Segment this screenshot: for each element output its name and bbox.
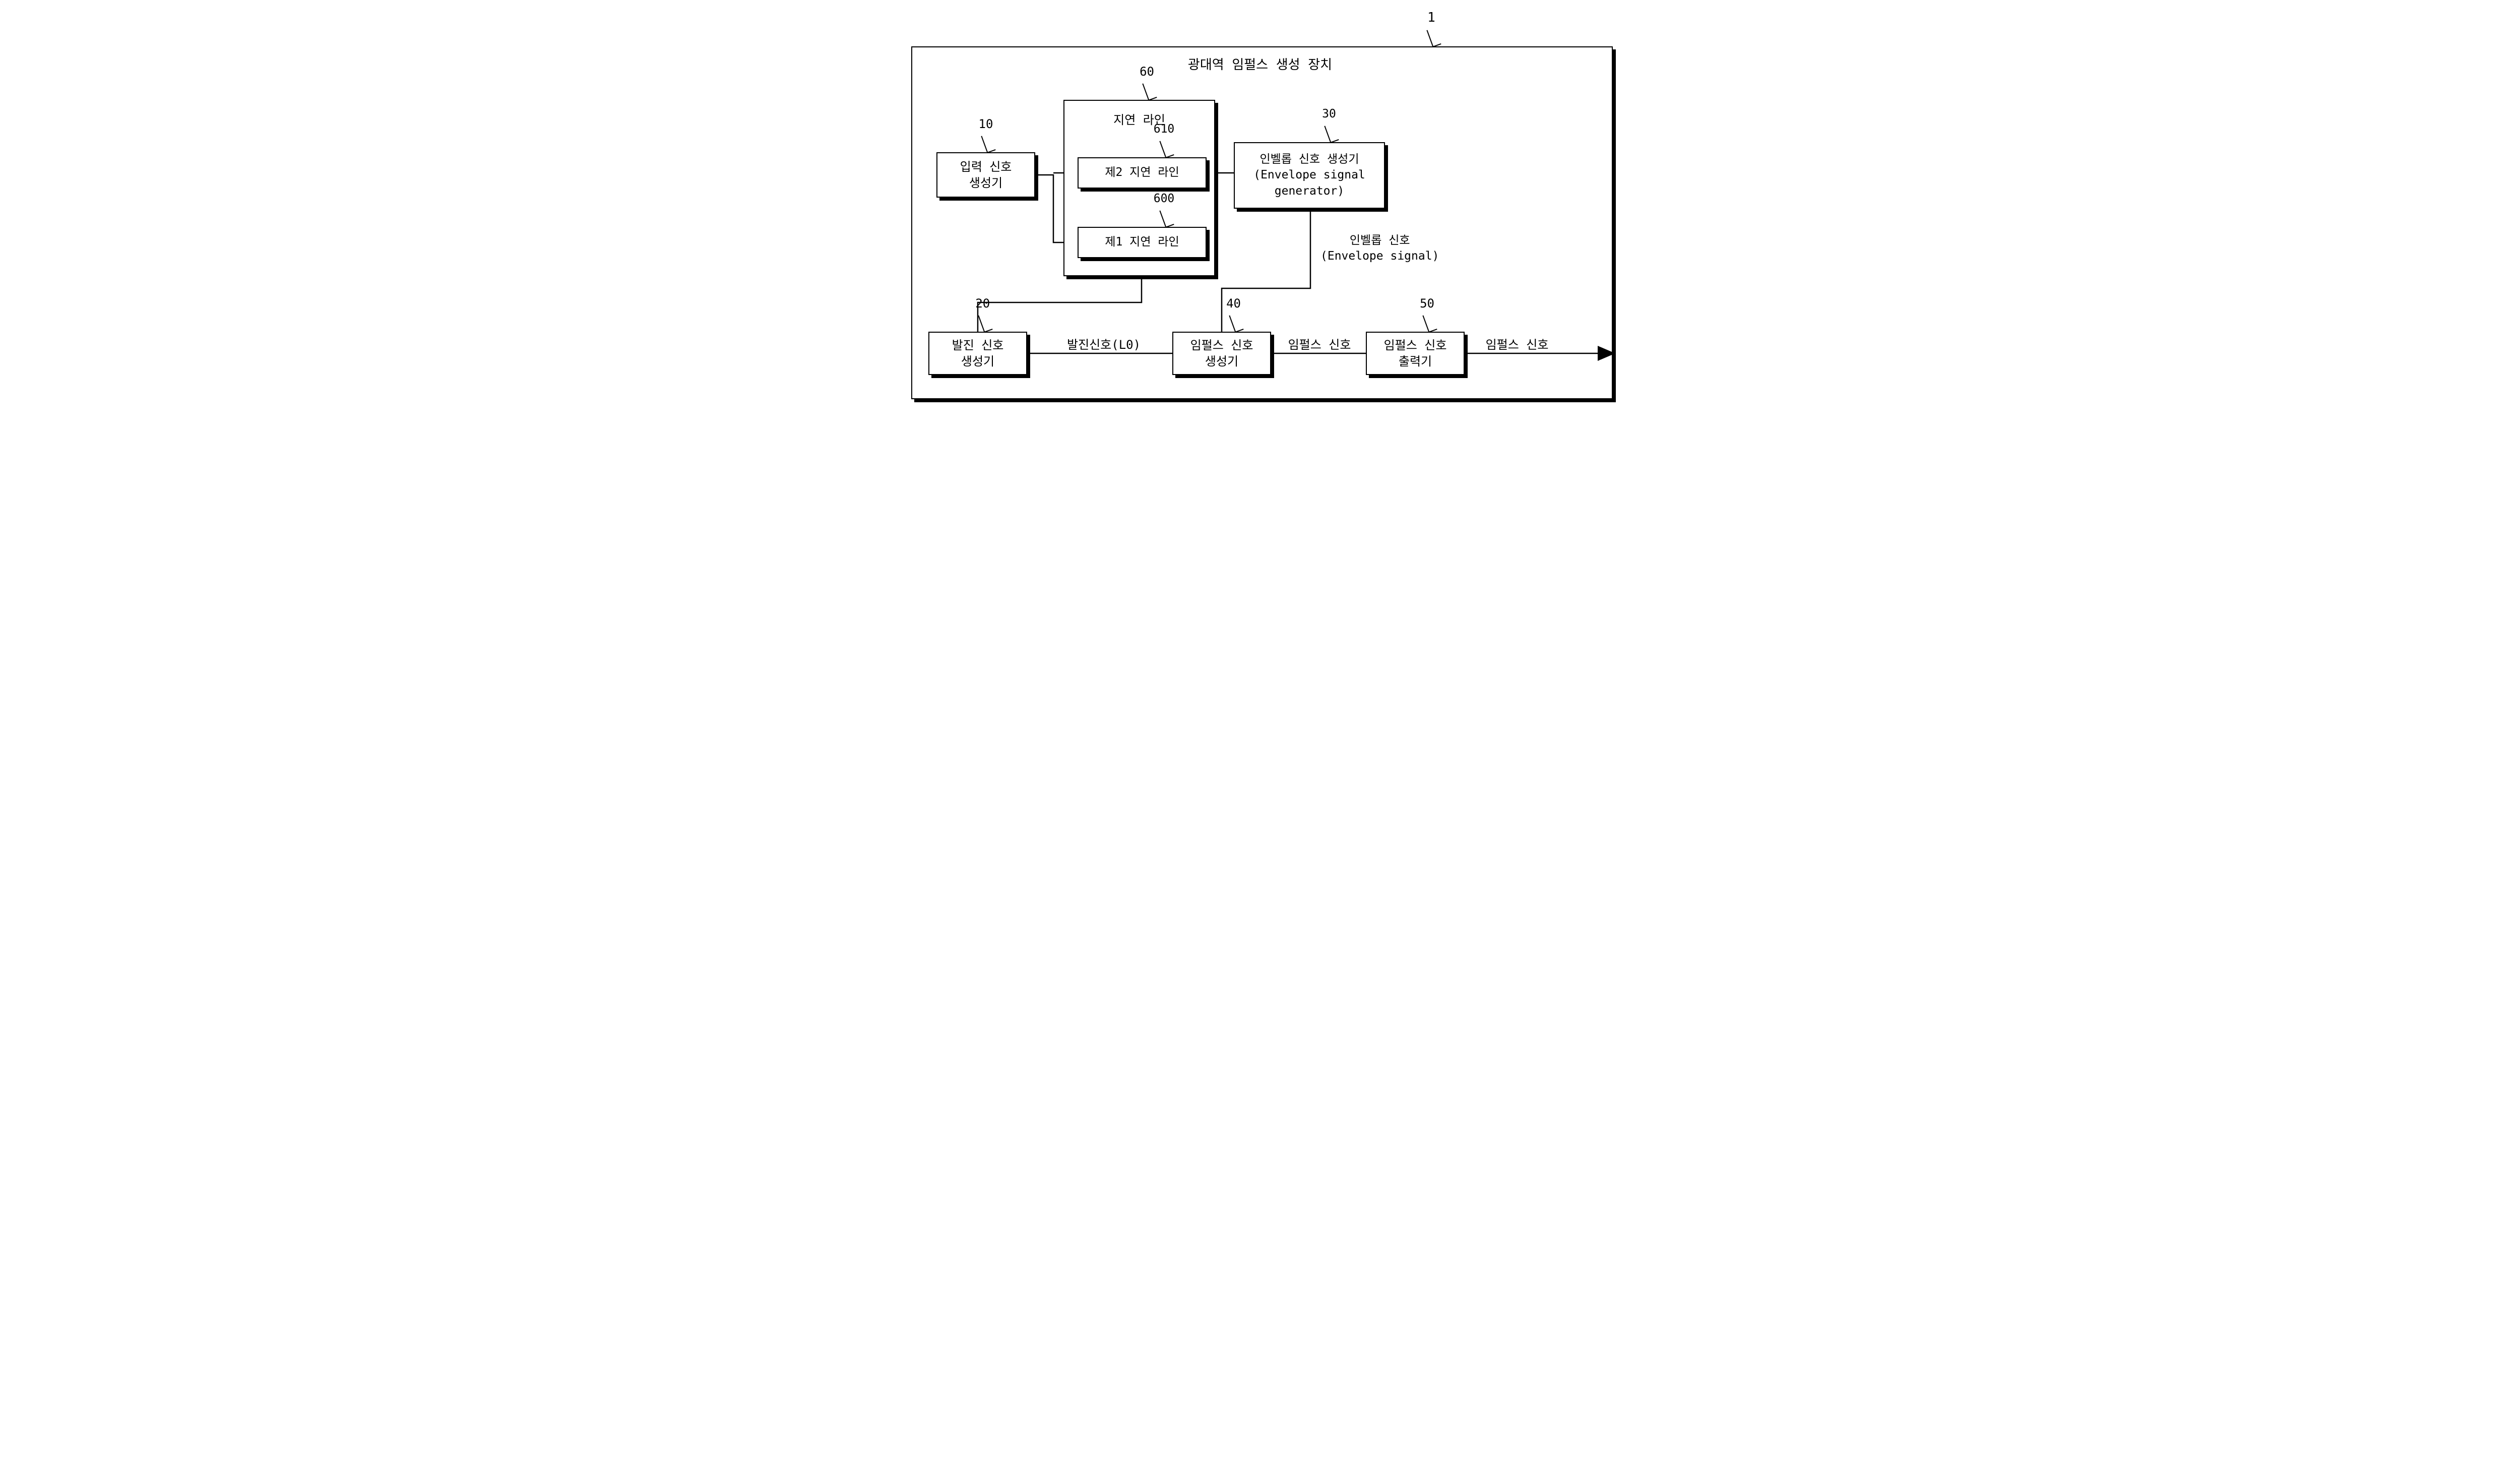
box-text-line: 제1 지연 라인 [1105,234,1179,250]
box-text-line: 생성기 [969,175,1002,191]
box-text-line: 입력 신호 [960,159,1012,175]
label-line: 인벨롭 신호 [1320,233,1439,249]
reference-number: 30 [1304,107,1354,120]
delay-line-2: 제2 지연 라인 [1078,157,1207,189]
box-text-line: 출력기 [1399,353,1432,369]
delay-line-1: 제1 지연 라인 [1078,227,1207,258]
envelope-signal-generator: 인벨롭 신호 생성기(Envelope signalgenerator) [1234,142,1385,209]
box-text-line: generator) [1275,183,1344,199]
input-signal-generator: 입력 신호생성기 [936,152,1035,198]
impulse-signal-generator: 임펄스 신호생성기 [1172,332,1271,375]
impulse-signal-label-2: 임펄스 신호 [1472,335,1562,352]
reference-number: 50 [1402,296,1453,311]
box-text-line: 인벨롭 신호 생성기 [1260,152,1359,167]
box-text-line: 임펄스 신호 [1190,337,1253,353]
box-text-line: 제2 지연 라인 [1105,165,1179,180]
envelope-signal-label: 인벨롭 신호(Envelope signal) [1320,233,1439,264]
reference-number: 610 [1139,122,1189,136]
label-line: (Envelope signal) [1320,249,1439,264]
box-text-line: 생성기 [961,353,994,369]
box-text-line: 생성기 [1205,353,1238,369]
box-text-line: 발진 신호 [952,337,1004,353]
reference-number: 600 [1139,192,1189,205]
reference-number: 20 [958,296,1008,311]
box-text-line: (Envelope signal [1253,167,1365,183]
oscillation-signal-generator: 발진 신호생성기 [928,332,1027,375]
reference-number: 60 [1122,65,1172,79]
impulse-signal-label-1: 임펄스 신호 [1274,335,1365,352]
impulse-signal-output: 임펄스 신호출력기 [1366,332,1465,375]
reference-number: 40 [1209,296,1259,311]
oscillation-signal-label: 발진신호(L0) [1048,335,1159,352]
box-text-line: 임펄스 신호 [1384,337,1447,353]
reference-number: 10 [961,117,1011,131]
